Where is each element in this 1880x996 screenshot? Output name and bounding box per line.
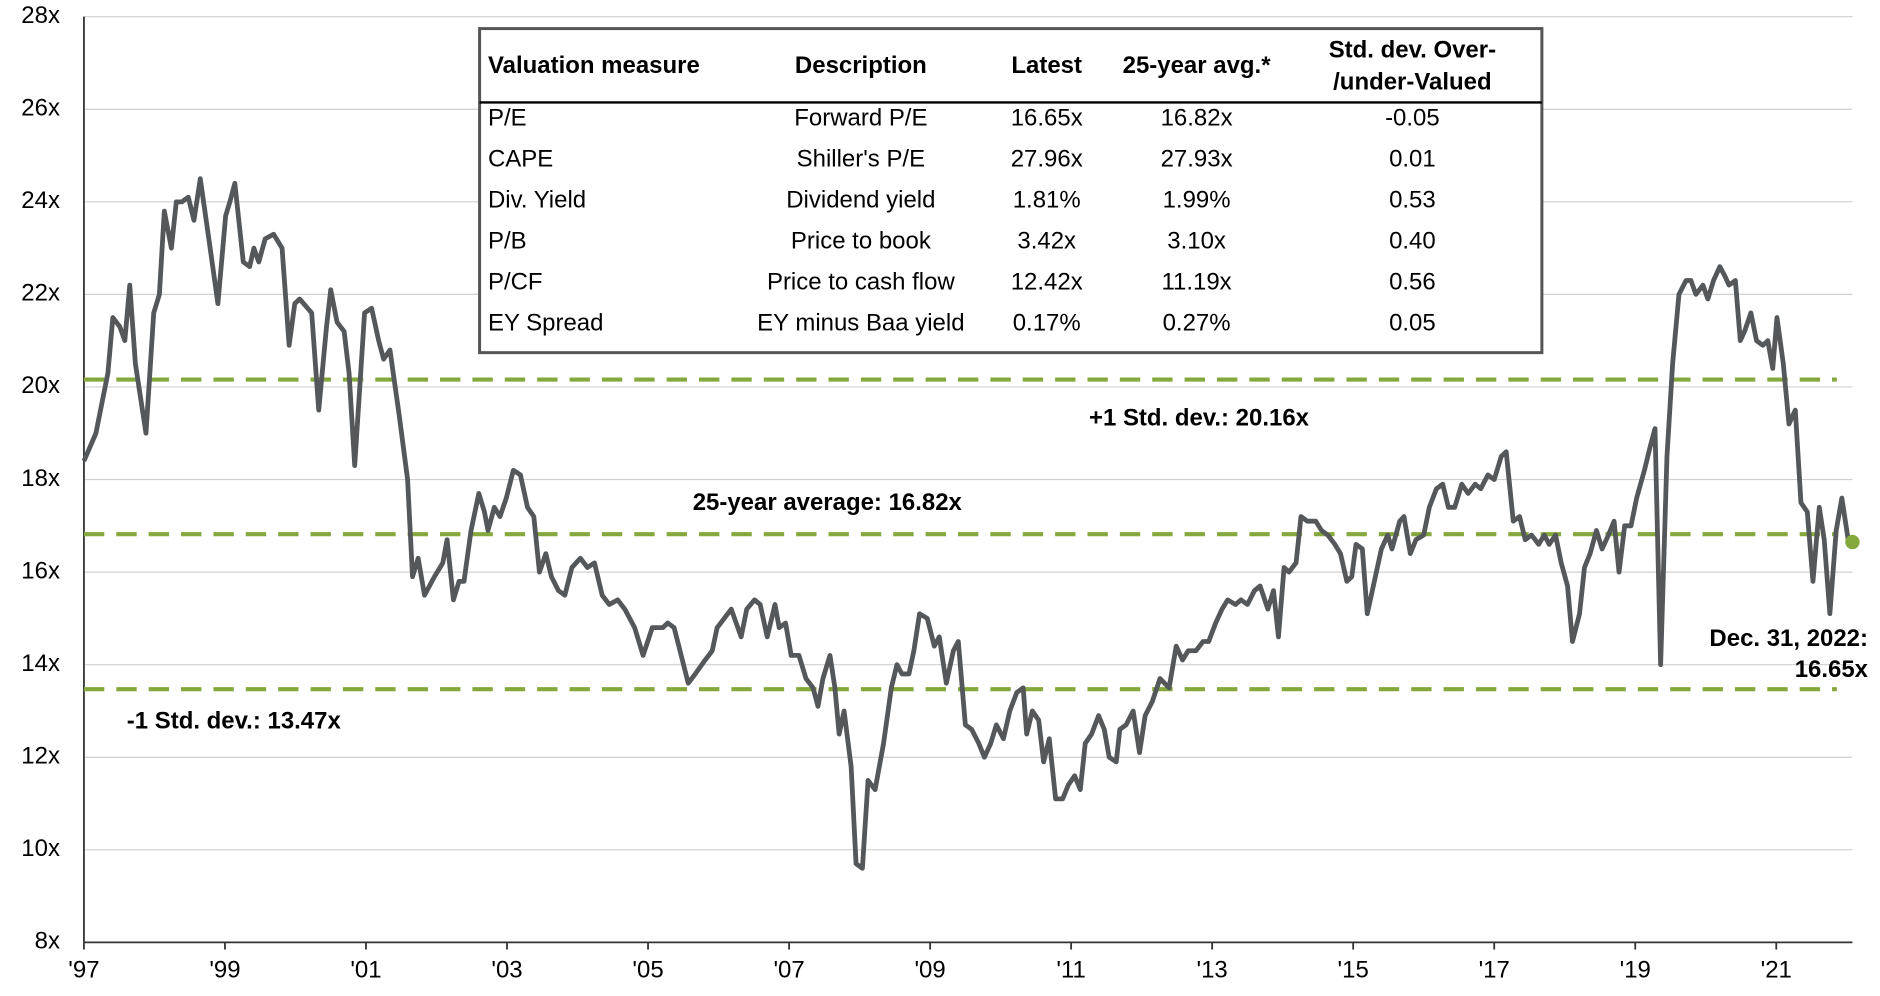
x-tick-label: '07 [773, 956, 804, 983]
table-cell: P/CF [488, 268, 543, 295]
table-cell: -0.05 [1385, 104, 1440, 131]
table-header: Std. dev. Over- [1329, 37, 1496, 64]
table-cell: 0.17% [1013, 309, 1081, 336]
y-tick-label: 22x [21, 280, 60, 307]
table-cell: 0.01 [1389, 145, 1436, 172]
x-tick-label: '19 [1620, 956, 1651, 983]
table-cell: 16.82x [1161, 104, 1233, 131]
x-tick-label: '13 [1197, 956, 1228, 983]
table-cell: Dividend yield [786, 186, 935, 213]
y-tick-label: 10x [21, 835, 60, 862]
table-box [478, 27, 1544, 355]
end-annotation: Dec. 31, 2022: [1709, 625, 1868, 652]
table-cell: 0.56 [1389, 268, 1436, 295]
table-header: Latest [1011, 52, 1082, 79]
y-tick-label: 28x [21, 2, 60, 29]
x-tick-label: '03 [491, 956, 522, 983]
x-tick-label: '09 [914, 956, 945, 983]
y-tick-label: 18x [21, 465, 60, 492]
table-header: Valuation measure [488, 52, 700, 79]
x-tick-label: '17 [1479, 956, 1510, 983]
reference-label: +1 Std. dev.: 20.16x [1089, 405, 1310, 432]
table-cell: P/B [488, 227, 527, 254]
x-tick-label: '11 [1056, 956, 1085, 983]
y-tick-label: 26x [21, 95, 60, 122]
x-tick-label: '99 [209, 956, 240, 983]
table-cell: 12.42x [1011, 268, 1083, 295]
end-point [1845, 534, 1860, 550]
table-cell: EY Spread [488, 309, 603, 336]
table-cell: P/E [488, 104, 527, 131]
table-cell: CAPE [488, 145, 553, 172]
table-cell: 3.42x [1017, 227, 1076, 254]
table-cell: 0.05 [1389, 309, 1436, 336]
y-tick-label: 12x [21, 743, 60, 770]
table-cell: 27.93x [1161, 145, 1233, 172]
table-cell: Price to book [791, 227, 931, 254]
valuation-table: Valuation measure Description Latest 25-yea… [478, 27, 1544, 355]
y-tick-label: 8x [35, 928, 60, 955]
x-tick-label: '15 [1338, 956, 1369, 983]
table-cell: 0.27% [1163, 309, 1231, 336]
table-header: 25-year avg.* [1123, 52, 1272, 79]
x-tick-label: '21 [1761, 956, 1792, 983]
x-tick-label: '97 [68, 956, 99, 983]
table-cell: Div. Yield [488, 186, 586, 213]
reference-label: 25-year average: 16.82x [693, 489, 963, 516]
table-cell: EY minus Baa yield [757, 309, 964, 336]
reference-label: -1 Std. dev.: 13.47x [127, 707, 342, 734]
y-tick-label: 24x [21, 187, 60, 214]
table-cell: 11.19x [1161, 268, 1231, 295]
table-header: /under-Valued [1333, 69, 1491, 96]
table-cell: Price to cash flow [767, 268, 956, 295]
x-tick-label: '05 [632, 956, 663, 983]
table-cell: 0.53 [1389, 186, 1436, 213]
table-header: Description [795, 52, 927, 79]
table-cell: Shiller's P/E [797, 145, 925, 172]
end-annotation: 16.65x [1795, 656, 1869, 683]
table-cell: 0.40 [1389, 227, 1436, 254]
y-tick-label: 16x [21, 557, 60, 584]
table-cell: 1.99% [1163, 186, 1231, 213]
table-cell: 1.81% [1013, 186, 1081, 213]
series-line [81, 176, 1854, 871]
y-tick-label: 14x [21, 650, 60, 677]
y-tick-label: 20x [21, 372, 60, 399]
table-cell: Forward P/E [794, 104, 927, 131]
table-cell: 27.96x [1011, 145, 1083, 172]
table-cell: 3.10x [1167, 227, 1226, 254]
x-tick-label: '01 [350, 956, 381, 983]
table-cell: 16.65x [1011, 104, 1083, 131]
